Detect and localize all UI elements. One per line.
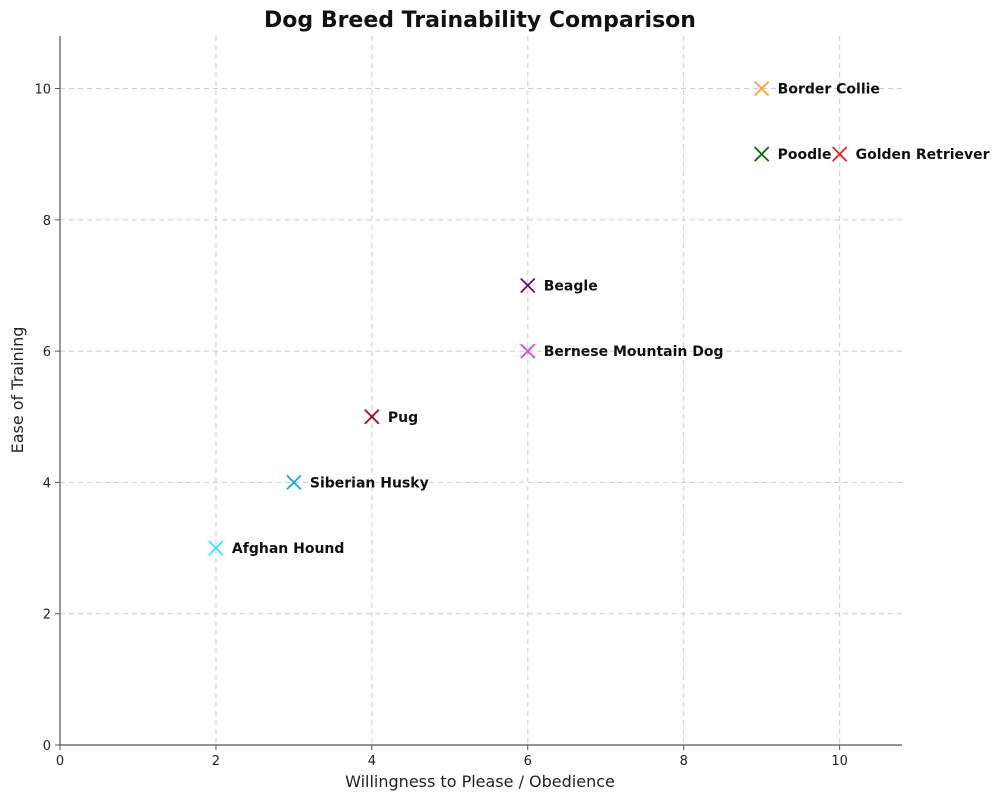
axes [59,36,902,746]
y-tick-label: 2 [43,608,51,623]
grid [60,36,902,745]
point-label: Pug [388,410,418,426]
point-label: Golden Retriever [856,147,990,163]
x-tick-label: 0 [56,754,64,769]
ticks: 0 2 4 6 8 10 0 2 4 6 8 10 [34,83,847,769]
point-marker-stroke [754,146,770,162]
x-tick-label: 2 [212,754,220,769]
data-point: Beagle [520,277,598,294]
point-marker-stroke [286,474,302,491]
x-tick-label: 8 [680,754,688,769]
point-label: Bernese Mountain Dog [544,344,724,360]
data-point: Afghan Hound [208,540,344,557]
point-label: Beagle [544,278,598,294]
y-axis-label: Ease of Training [8,327,27,454]
point-label: Siberian Husky [310,475,429,491]
x-tick-label: 4 [368,754,376,769]
point-label: Border Collie [778,82,880,98]
point-marker-stroke [831,146,848,162]
data-point: Siberian Husky [286,474,429,491]
point-label: Poodle [778,147,832,163]
y-tick-label: 6 [43,345,51,360]
y-tick-label: 8 [43,214,51,229]
x-tick-label: 10 [831,754,848,769]
y-tick-label: 4 [43,476,51,491]
x-axis-label: Willingness to Please / Obedience [345,772,615,791]
point-label: Afghan Hound [232,541,344,557]
chart-title: Dog Breed Trainability Comparison [264,8,696,33]
y-tick-label: 0 [43,739,51,754]
data-point: Golden Retriever [831,146,990,163]
point-marker-stroke [754,80,770,97]
point-marker-stroke [364,409,380,425]
point-marker-stroke [520,343,536,359]
y-tick-label: 10 [34,83,51,98]
data-points: Border Collie Poodle Golden Retriever Beagl… [208,80,990,557]
data-point: Poodle [754,146,832,163]
data-point: Bernese Mountain Dog [520,343,724,360]
data-point: Border Collie [754,80,880,98]
x-tick-label: 6 [524,754,532,769]
point-marker-stroke [208,540,224,556]
point-marker-stroke [520,277,536,294]
data-point: Pug [364,409,418,426]
